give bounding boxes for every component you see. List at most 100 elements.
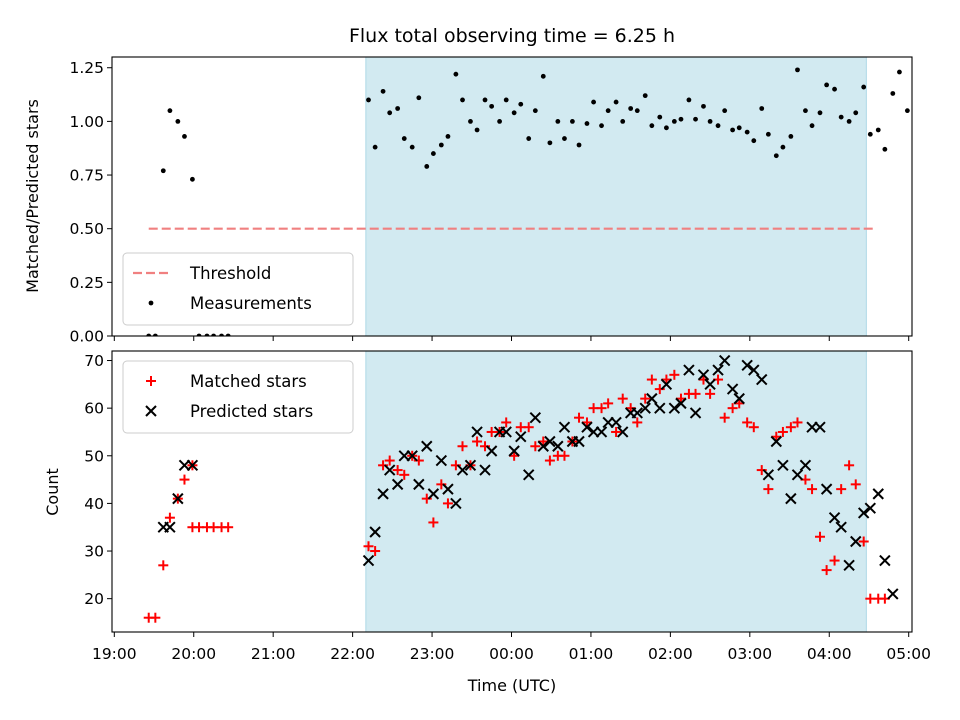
measurement-point [765,131,771,137]
predicted-star-stroke2 [646,392,658,405]
matched-star-point [661,374,672,385]
matched-star-point [829,555,840,566]
measurement-point [518,101,524,107]
predicted-star-point [406,450,418,462]
measurement-point [409,144,415,150]
measurement-point [780,144,786,150]
measurement-point [715,123,721,129]
x-tick-label: 20:00 [171,645,216,663]
measurement-point [430,151,436,156]
predicted-star-point [697,369,710,381]
matched-star-point [480,441,491,452]
measurement-point [489,103,495,109]
matched-star-point [690,388,701,399]
x-tick-label: 00:00 [489,645,534,663]
measurement-point [372,144,378,150]
predicted-star-point [442,483,454,495]
y-tick-label: 1.25 [69,59,104,77]
predicted-star-point [689,407,702,419]
predicted-star-point [413,478,425,491]
measurement-point [591,99,596,105]
predicted-star-stroke2 [421,440,433,452]
measurement-point [219,333,224,336]
predicted-star-point [456,464,469,476]
predicted-star-stroke2 [770,435,783,448]
predicted-star-stroke2 [435,454,448,467]
predicted-star-stroke2 [704,378,716,391]
predicted-star-point [864,502,877,514]
predicted-star-stroke2 [762,469,775,481]
matched-star-point [785,422,796,433]
legend-label: Measurements [190,294,312,313]
measurement-point [897,69,902,75]
legend-label: Threshold [189,264,271,283]
predicted-star-point [537,440,549,452]
predicted-star-point [704,378,716,391]
matched-star-point [727,403,738,414]
matched-star-point [858,536,869,547]
measurement-point [744,129,750,135]
measurement-point [788,134,794,139]
predicted-star-stroke2 [683,364,695,376]
predicted-star-point [756,373,768,386]
predicted-star-stroke2 [689,407,702,419]
matched-star-point [457,441,468,452]
predicted-star-point [544,435,556,448]
matched-star-point [844,460,855,471]
measurement-point [511,110,517,116]
matched-star-point [378,460,389,471]
predicted-star-stroke2 [552,440,564,452]
matched-star-point [399,469,410,480]
predicted-star-stroke2 [697,369,710,381]
matched-star-point [632,417,643,428]
matched-star-point [509,450,520,461]
matched-star-point [698,374,709,385]
predicted-star-stroke2 [668,402,681,414]
measurement-point [701,103,706,109]
predicted-star-point [777,459,789,472]
predicted-star-point [450,497,462,510]
matched-star-point [179,474,190,485]
matched-star-point [669,369,680,380]
predicted-star-stroke2 [456,464,469,476]
matched-star-point [442,498,453,509]
predicted-star-point [362,554,375,567]
predicted-star-stroke2 [377,488,389,500]
matched-star-point [501,417,512,428]
matched-star-point [719,412,730,423]
measurement-point [620,118,626,124]
predicted-star-stroke2 [186,459,199,472]
predicted-star-stroke2 [406,450,418,462]
predicted-star-stroke2 [777,459,789,472]
measurement-point [503,97,509,103]
predicted-star-stroke2 [529,411,542,424]
predicted-star-point [523,469,535,481]
predicted-star-stroke2 [581,421,593,433]
matched-star-point [363,541,374,552]
measurement-point [890,91,896,96]
predicted-star-point [479,464,491,476]
measurement-point [532,108,538,114]
predicted-star-stroke2 [369,526,381,538]
predicted-star-point [164,521,176,533]
predicted-star-point [558,421,571,433]
predicted-star-stroke2 [748,364,760,376]
predicted-star-point [421,440,433,452]
matched-star-point [617,393,628,404]
x-axis-label: Time (UTC) [467,676,556,695]
measurement-point [707,118,713,124]
y-tick-label: 0.00 [69,328,104,346]
predicted-star-point [617,426,629,438]
measurement-point [460,97,465,103]
predicted-star-stroke2 [733,392,745,405]
matched-star-point [836,484,847,495]
y-tick-label: 50 [84,447,104,465]
plot-marks [146,67,912,336]
predicted-star-stroke2 [791,469,804,481]
predicted-star-stroke2 [471,426,483,438]
measurement-point [468,118,473,124]
predicted-star-stroke2 [544,435,556,448]
measurement-point [555,118,561,124]
predicted-star-stroke2 [785,492,797,505]
predicted-star-point [872,488,884,500]
